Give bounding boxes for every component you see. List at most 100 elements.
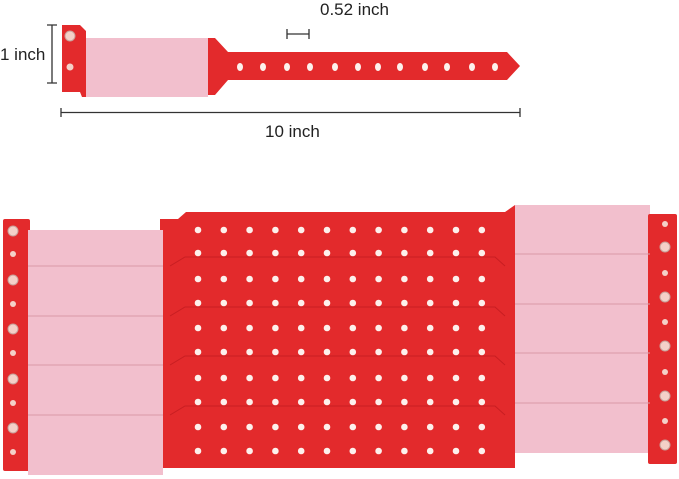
strap-hole (194, 423, 202, 431)
snap-hole (10, 350, 16, 356)
strap-hole (478, 226, 486, 234)
strap-hole (375, 374, 382, 382)
strap-hole (452, 299, 460, 307)
strap-hole (246, 226, 253, 234)
strap-hole (452, 348, 460, 356)
strap-hole (401, 374, 408, 382)
strap-hole (375, 63, 381, 71)
strap-hole (452, 324, 460, 332)
snap-hole (10, 449, 16, 455)
strap-hole (401, 423, 408, 431)
strap-hole (194, 374, 202, 382)
strap-hole (272, 374, 279, 382)
strap-hole (246, 348, 253, 356)
strap-hole (452, 374, 460, 382)
strap-edge (169, 256, 506, 267)
snap-icon (7, 323, 19, 335)
strap-hole (452, 275, 460, 283)
strap-hole (444, 63, 450, 71)
strap-hole (478, 348, 486, 356)
strap-hole (220, 398, 228, 406)
strap-hole (297, 275, 305, 283)
strap-hole (220, 299, 228, 307)
snap-hole (662, 221, 668, 227)
strap-hole (194, 324, 202, 332)
strap-hole (422, 63, 428, 71)
strap-hole (401, 275, 408, 283)
strap-hole (478, 374, 486, 382)
strap-hole (323, 324, 331, 332)
hole-spacing-label: 0.52 inch (320, 0, 389, 19)
snap-icon (7, 373, 19, 385)
strap-hole (297, 374, 305, 382)
strap-hole (323, 398, 331, 406)
strap-hole (272, 324, 279, 332)
strap-hole (375, 348, 382, 356)
strap-hole (194, 299, 202, 307)
strap-hole (349, 249, 357, 257)
strap-block (160, 205, 515, 468)
strap-hole (220, 423, 228, 431)
strap-hole (323, 348, 331, 356)
strap-hole (426, 249, 434, 257)
strap-hole (375, 249, 382, 257)
strap-hole (272, 398, 279, 406)
strap-hole (478, 324, 486, 332)
strap-hole (220, 226, 228, 234)
strap-hole (478, 299, 486, 307)
strap-hole (246, 324, 253, 332)
strap-hole (478, 249, 486, 257)
strap-hole (272, 423, 279, 431)
strap-hole (237, 63, 243, 71)
strap-hole (272, 275, 279, 283)
length-label: 10 inch (265, 122, 320, 141)
strap-hole (307, 63, 313, 71)
strap-hole (452, 226, 460, 234)
strap-hole (375, 423, 382, 431)
snap-icon (7, 422, 19, 434)
strap-hole (426, 348, 434, 356)
strap-hole (401, 398, 408, 406)
strap-hole (246, 423, 253, 431)
right-tabs (648, 214, 677, 464)
snap-icon (659, 439, 671, 451)
strap-hole (260, 63, 266, 71)
snap-icon (659, 390, 671, 402)
snap-hole (10, 251, 16, 257)
snap-icon (659, 340, 671, 352)
snap-hole (66, 63, 74, 71)
snap-icon (659, 241, 671, 253)
strap-hole (323, 374, 331, 382)
wristband-tab (62, 25, 86, 97)
strap-hole (426, 275, 434, 283)
strap-hole (194, 275, 202, 283)
strap-hole (246, 398, 253, 406)
strap-hole (401, 447, 408, 455)
strap-hole (220, 447, 228, 455)
snap-icon (659, 291, 671, 303)
strap-hole (401, 249, 408, 257)
single-wristband (62, 25, 520, 97)
dimension-lines (47, 24, 521, 117)
snap-icon (7, 225, 19, 237)
strap-hole (349, 226, 357, 234)
strap-hole (194, 447, 202, 455)
strap-hole (194, 348, 202, 356)
wristband-strap (207, 38, 520, 95)
strap-hole (349, 374, 357, 382)
strap-hole (375, 226, 382, 234)
left-tabs (3, 219, 30, 471)
strap-hole (246, 275, 253, 283)
strap-hole (297, 423, 305, 431)
strap-hole (375, 324, 382, 332)
strap-hole (401, 226, 408, 234)
strap-hole (452, 398, 460, 406)
strap-hole (220, 374, 228, 382)
strap-hole (323, 275, 331, 283)
strap-hole (323, 299, 331, 307)
strap-hole (220, 275, 228, 283)
strap-hole (194, 398, 202, 406)
strap-hole (349, 299, 357, 307)
strap-hole (478, 275, 486, 283)
